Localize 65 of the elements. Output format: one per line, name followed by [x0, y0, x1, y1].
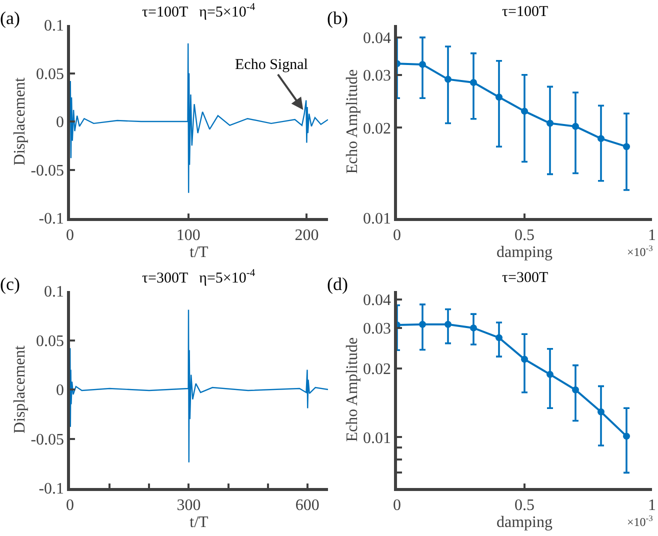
y-tick-label: 0.01	[363, 210, 392, 228]
y-axis-title: Displacement	[12, 76, 29, 166]
y-tick-label: -0.1	[38, 480, 64, 498]
point	[623, 432, 630, 440]
y-tick-label: 0.05	[36, 66, 64, 83]
y-tick-label: -0.1	[38, 210, 64, 228]
annotation: (b)	[327, 8, 348, 28]
y-tick-label: 0	[56, 382, 64, 400]
y-tick-label: 0.1	[44, 18, 64, 35]
y-tick-label: 0.02	[363, 120, 392, 138]
line-series	[70, 309, 328, 463]
y-tick-label: -0.05	[30, 162, 64, 180]
x-tick-label: 1	[648, 226, 656, 244]
point	[572, 386, 579, 394]
point	[521, 108, 528, 115]
y-axis-title: Displacement	[12, 344, 29, 434]
text: ×10$^{-3}$	[627, 244, 653, 260]
point	[572, 122, 579, 130]
x-axis-title: damping	[496, 244, 552, 261]
y-tick-label: 0.04	[363, 292, 392, 309]
point	[623, 143, 630, 150]
chart-title: τ=100T η=5×10$^{-4}$	[142, 2, 256, 20]
point	[546, 120, 554, 127]
point	[598, 135, 604, 142]
text: ×10$^{-3}$	[627, 514, 653, 530]
point	[470, 324, 477, 332]
point	[546, 370, 554, 378]
text: (a)	[0, 8, 20, 28]
point	[521, 356, 528, 363]
x-axis-title: damping	[496, 514, 552, 531]
point	[419, 320, 426, 328]
annotation: Echo Signal	[235, 57, 308, 73]
point	[496, 94, 502, 101]
x-tick-label: 0.5	[514, 496, 534, 514]
point	[470, 78, 477, 86]
y-tick-label: 0.05	[36, 332, 64, 350]
chart-title: τ=300T η=5×10$^{-4}$	[142, 268, 256, 286]
x-tick-label: 100	[176, 226, 200, 244]
x-tick-label: 300	[176, 496, 201, 514]
y-tick-label: 0.03	[363, 320, 392, 338]
text: (c)	[0, 274, 20, 294]
y-axis-title: Echo Amplitude	[344, 69, 361, 174]
x-tick-label: 600	[295, 496, 320, 514]
chart-title: τ=300T	[502, 270, 548, 286]
point	[444, 320, 452, 328]
y-axis-title: Echo Amplitude	[344, 337, 361, 442]
point	[496, 334, 502, 342]
y-tick-label: 0.1	[44, 284, 64, 301]
x-tick-label: 1	[648, 496, 656, 514]
point	[598, 408, 604, 416]
x-tick-label: 0.5	[514, 226, 534, 244]
x-axis-title: t/T	[190, 244, 209, 261]
line-series	[70, 42, 328, 194]
point	[419, 60, 426, 68]
y-tick-label: 0.03	[363, 67, 392, 84]
y-tick-label: -0.05	[30, 431, 64, 448]
annotation: (d)	[327, 274, 348, 294]
y-tick-label: 0.02	[363, 360, 392, 378]
y-tick-label: 0.01	[363, 430, 392, 447]
chart-title: τ=100T	[502, 4, 548, 20]
x-tick-label: 200	[294, 226, 319, 244]
y-tick-label: 0.04	[363, 30, 392, 48]
point	[444, 76, 452, 83]
y-tick-label: 0	[56, 114, 64, 132]
x-axis-title: t/T	[190, 514, 209, 531]
